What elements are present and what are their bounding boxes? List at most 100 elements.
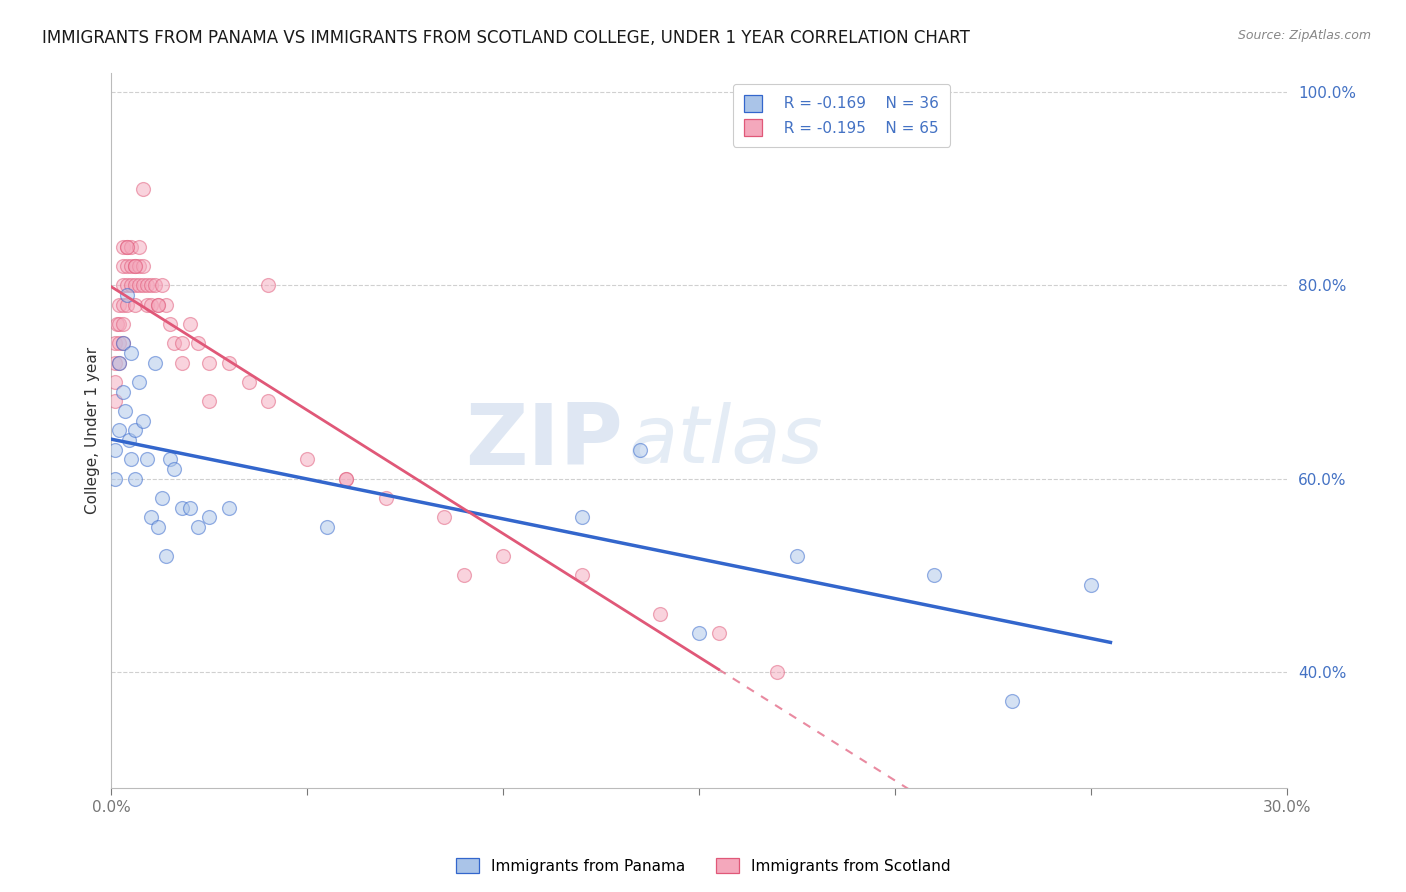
Point — [150, 491, 173, 505]
Point — [335, 472, 357, 486]
Point — [112, 278, 135, 293]
Point — [163, 336, 186, 351]
Point — [124, 259, 146, 273]
Point — [115, 240, 138, 254]
Point — [1001, 694, 1024, 708]
Point — [120, 452, 142, 467]
Point — [1080, 578, 1102, 592]
Point — [108, 317, 131, 331]
Point — [297, 452, 319, 467]
Point — [218, 500, 240, 515]
Point — [120, 259, 142, 273]
Point — [115, 259, 138, 273]
Point — [315, 520, 337, 534]
Text: ZIP: ZIP — [465, 400, 623, 483]
Point — [115, 298, 138, 312]
Point — [374, 491, 396, 505]
Point — [628, 442, 651, 457]
Point — [112, 384, 135, 399]
Point — [132, 278, 155, 293]
Point — [688, 626, 710, 640]
Point — [143, 356, 166, 370]
Point — [104, 375, 127, 389]
Text: atlas: atlas — [628, 402, 824, 480]
Point — [135, 298, 157, 312]
Point — [150, 278, 173, 293]
Point — [143, 278, 166, 293]
Point — [124, 423, 146, 437]
Point — [104, 472, 127, 486]
Point — [108, 423, 131, 437]
Point — [238, 375, 260, 389]
Point — [128, 375, 150, 389]
Point — [198, 510, 221, 524]
Point — [766, 665, 789, 679]
Point — [132, 182, 155, 196]
Point — [139, 510, 162, 524]
Point — [786, 549, 808, 563]
Point — [571, 510, 593, 524]
Text: IMMIGRANTS FROM PANAMA VS IMMIGRANTS FROM SCOTLAND COLLEGE, UNDER 1 YEAR CORRELA: IMMIGRANTS FROM PANAMA VS IMMIGRANTS FRO… — [42, 29, 970, 47]
Point — [104, 442, 127, 457]
Point — [112, 336, 135, 351]
Point — [124, 298, 146, 312]
Point — [335, 472, 357, 486]
Point — [159, 452, 181, 467]
Point — [108, 356, 131, 370]
Point — [112, 336, 135, 351]
Point — [132, 414, 155, 428]
Point — [187, 336, 209, 351]
Point — [108, 336, 131, 351]
Point — [198, 356, 221, 370]
Point — [159, 317, 181, 331]
Point — [707, 626, 730, 640]
Point — [433, 510, 456, 524]
Point — [135, 452, 157, 467]
Point — [114, 404, 136, 418]
Point — [128, 259, 150, 273]
Point — [257, 394, 280, 409]
Point — [132, 259, 155, 273]
Point — [922, 568, 945, 582]
Point — [163, 462, 186, 476]
Point — [124, 278, 146, 293]
Point — [148, 298, 170, 312]
Point — [170, 356, 193, 370]
Point — [112, 298, 135, 312]
Point — [115, 240, 138, 254]
Point — [148, 298, 170, 312]
Point — [571, 568, 593, 582]
Text: Source: ZipAtlas.com: Source: ZipAtlas.com — [1237, 29, 1371, 43]
Point — [124, 472, 146, 486]
Point — [108, 298, 131, 312]
Point — [155, 549, 177, 563]
Point — [104, 394, 127, 409]
Point — [155, 298, 177, 312]
Point — [104, 336, 127, 351]
Point — [139, 298, 162, 312]
Point — [453, 568, 475, 582]
Point — [128, 278, 150, 293]
Point — [198, 394, 221, 409]
Point — [112, 317, 135, 331]
Point — [179, 317, 201, 331]
Point — [120, 240, 142, 254]
Point — [115, 278, 138, 293]
Point — [104, 356, 127, 370]
Point — [108, 356, 131, 370]
Point — [148, 520, 170, 534]
Point — [120, 346, 142, 360]
Y-axis label: College, Under 1 year: College, Under 1 year — [86, 347, 100, 514]
Point — [112, 259, 135, 273]
Point — [135, 278, 157, 293]
Point — [120, 278, 142, 293]
Point — [105, 317, 128, 331]
Point — [128, 240, 150, 254]
Point — [492, 549, 515, 563]
Point — [115, 288, 138, 302]
Point — [139, 278, 162, 293]
Point — [257, 278, 280, 293]
Legend: Immigrants from Panama, Immigrants from Scotland: Immigrants from Panama, Immigrants from … — [450, 852, 956, 880]
Legend:   R = -0.169    N = 36,   R = -0.195    N = 65: R = -0.169 N = 36, R = -0.195 N = 65 — [733, 84, 950, 146]
Point — [170, 500, 193, 515]
